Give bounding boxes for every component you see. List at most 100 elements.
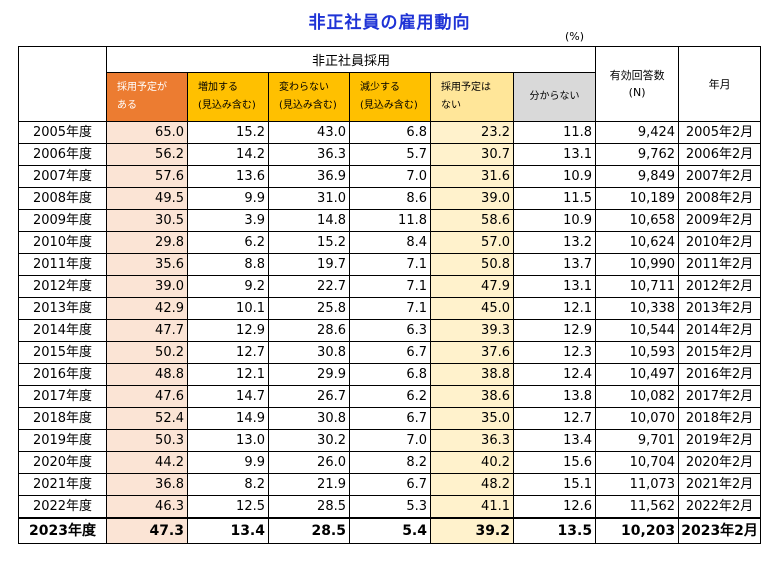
- year-cell: 2006年度: [18, 143, 107, 166]
- table-row: 2018年度 52.4 14.9 30.8 6.7 35.0 12.7 10,070 2018年…: [18, 407, 762, 430]
- decrease-cell: 5.3: [349, 495, 431, 519]
- valid-responses-cell: 10,704: [595, 451, 680, 474]
- unknown-cell: 12.4: [512, 363, 597, 386]
- table-row: 2015年度 50.2 12.7 30.8 6.7 37.6 12.3 10,593 2015年…: [18, 341, 762, 364]
- hiring-planned-cell: 36.8: [106, 473, 188, 496]
- table-row: 2019年度 50.3 13.0 30.2 7.0 36.3 13.4 9,701 2019年2…: [18, 429, 762, 452]
- hiring-planned-cell: 47.3: [106, 517, 188, 544]
- hiring-planned-cell: 52.4: [106, 407, 188, 430]
- hiring-planned-cell: 50.3: [106, 429, 188, 452]
- year-cell: 2013年度: [18, 297, 107, 320]
- unknown-cell: 15.1: [512, 473, 597, 496]
- table-row: 2005年度 65.0 15.2 43.0 6.8 23.2 11.8 9,424 2005年2…: [18, 121, 762, 144]
- increase-cell: 14.2: [187, 143, 269, 166]
- no-change-cell: 28.5: [268, 495, 350, 519]
- no-change-cell: 28.6: [268, 319, 350, 342]
- no-plan-cell: 36.3: [430, 429, 514, 452]
- unknown-cell: 13.8: [512, 385, 597, 408]
- no-plan-cell: 37.6: [430, 341, 514, 364]
- decrease-cell: 7.1: [349, 253, 431, 276]
- no-change-cell: 21.9: [268, 473, 350, 496]
- increase-cell: 14.7: [187, 385, 269, 408]
- employment-trend-table: 非正社員採用 有効回答数 (N) 年月 採用予定が ある 増加する (見込み含む…: [18, 46, 762, 544]
- no-change-cell: 26.7: [268, 385, 350, 408]
- year-month-cell: 2013年2月: [678, 297, 762, 320]
- decrease-cell: 7.1: [349, 297, 431, 320]
- unknown-cell: 15.6: [512, 451, 597, 474]
- no-change-cell: 15.2: [268, 231, 350, 254]
- no-plan-cell: 39.0: [430, 187, 514, 210]
- table-row: 2016年度 48.8 12.1 29.9 6.8 38.8 12.4 10,497 2016年…: [18, 363, 762, 386]
- table-row: 2017年度 47.6 14.7 26.7 6.2 38.6 13.8 10,082 2017年…: [18, 385, 762, 408]
- hiring-planned-cell: 46.3: [106, 495, 188, 519]
- year-cell: 2017年度: [18, 385, 107, 408]
- no-plan-cell: 58.6: [430, 209, 514, 232]
- table-row: 2009年度 30.5 3.9 14.8 11.8 58.6 10.9 10,658 2009年…: [18, 209, 762, 232]
- header-valid-responses-line2: (N): [628, 86, 646, 99]
- valid-responses-cell: 10,658: [595, 209, 680, 232]
- decrease-cell: 8.6: [349, 187, 431, 210]
- year-cell: 2018年度: [18, 407, 107, 430]
- unknown-cell: 12.9: [512, 319, 597, 342]
- table-row: 2022年度 46.3 12.5 28.5 5.3 41.1 12.6 11,562 2022年…: [18, 495, 762, 519]
- no-plan-cell: 40.2: [430, 451, 514, 474]
- unknown-cell: 10.9: [512, 209, 597, 232]
- no-plan-cell: 41.1: [430, 495, 514, 519]
- year-cell: 2015年度: [18, 341, 107, 364]
- hiring-planned-cell: 50.2: [106, 341, 188, 364]
- no-change-cell: 25.8: [268, 297, 350, 320]
- increase-cell: 12.1: [187, 363, 269, 386]
- year-cell: 2019年度: [18, 429, 107, 452]
- valid-responses-cell: 10,990: [595, 253, 680, 276]
- valid-responses-cell: 10,593: [595, 341, 680, 364]
- increase-cell: 10.1: [187, 297, 269, 320]
- no-plan-cell: 30.7: [430, 143, 514, 166]
- increase-cell: 8.2: [187, 473, 269, 496]
- hiring-planned-cell: 47.7: [106, 319, 188, 342]
- increase-cell: 12.5: [187, 495, 269, 519]
- increase-cell: 8.8: [187, 253, 269, 276]
- year-month-cell: 2016年2月: [678, 363, 762, 386]
- hiring-planned-cell: 47.6: [106, 385, 188, 408]
- increase-cell: 9.9: [187, 187, 269, 210]
- year-cell: 2014年度: [18, 319, 107, 342]
- no-plan-cell: 38.6: [430, 385, 514, 408]
- increase-cell: 3.9: [187, 209, 269, 232]
- no-change-cell: 43.0: [268, 121, 350, 144]
- year-cell: 2009年度: [18, 209, 107, 232]
- decrease-cell: 8.2: [349, 451, 431, 474]
- unknown-cell: 12.7: [512, 407, 597, 430]
- valid-responses-cell: 11,562: [595, 495, 680, 519]
- no-change-cell: 30.8: [268, 407, 350, 430]
- year-month-cell: 2015年2月: [678, 341, 762, 364]
- no-change-cell: 22.7: [268, 275, 350, 298]
- header-no-change: 変わらない (見込み含む): [268, 72, 350, 122]
- year-month-cell: 2022年2月: [678, 495, 762, 519]
- increase-cell: 12.9: [187, 319, 269, 342]
- year-month-cell: 2006年2月: [678, 143, 762, 166]
- decrease-cell: 6.7: [349, 473, 431, 496]
- unknown-cell: 11.5: [512, 187, 597, 210]
- unknown-cell: 13.1: [512, 143, 597, 166]
- header-increase-line2: (見込み含む): [198, 100, 256, 111]
- decrease-cell: 7.0: [349, 429, 431, 452]
- table-row: 2012年度 39.0 9.2 22.7 7.1 47.9 13.1 10,711 2012年2…: [18, 275, 762, 298]
- hiring-planned-cell: 65.0: [106, 121, 188, 144]
- table-row: 2006年度 56.2 14.2 36.3 5.7 30.7 13.1 9,762 2006年2…: [18, 143, 762, 166]
- header-hiring-planned: 採用予定が ある: [106, 72, 188, 122]
- decrease-cell: 6.8: [349, 363, 431, 386]
- decrease-cell: 6.8: [349, 121, 431, 144]
- unknown-cell: 11.8: [512, 121, 597, 144]
- no-plan-cell: 50.8: [430, 253, 514, 276]
- hiring-planned-cell: 35.6: [106, 253, 188, 276]
- valid-responses-cell: 10,497: [595, 363, 680, 386]
- increase-cell: 6.2: [187, 231, 269, 254]
- decrease-cell: 6.7: [349, 341, 431, 364]
- year-cell: 2005年度: [18, 121, 107, 144]
- header-hiring-planned-line1: 採用予定が: [117, 82, 167, 93]
- no-change-cell: 14.8: [268, 209, 350, 232]
- no-plan-cell: 48.2: [430, 473, 514, 496]
- no-plan-cell: 39.2: [430, 517, 514, 544]
- year-month-cell: 2023年2月: [678, 517, 762, 544]
- page-title: 非正社員の雇用動向: [308, 13, 471, 33]
